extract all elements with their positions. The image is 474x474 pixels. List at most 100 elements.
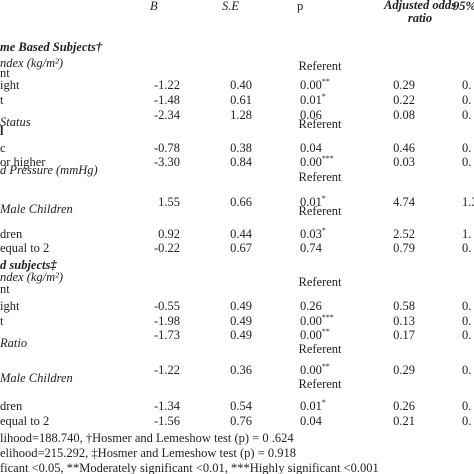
row-label: nt	[0, 66, 10, 80]
coef-b: -2.34	[153, 108, 180, 122]
odds-ratio: 0.21	[393, 414, 415, 428]
coef-b: -0.55	[153, 299, 180, 313]
referent: Referent	[298, 377, 342, 391]
row-label: l	[0, 124, 4, 138]
row-label: nt	[0, 282, 10, 296]
referent: Referent	[298, 342, 342, 356]
row-label: ndex (kg/m²)	[0, 270, 64, 284]
row-label: Male Children	[0, 371, 73, 385]
referent: Referent	[298, 59, 342, 73]
p-value: 0.04	[300, 414, 322, 428]
significance: *	[321, 398, 326, 407]
p-value: 0.06	[300, 108, 322, 122]
std-error: 0.54	[230, 399, 252, 413]
odds-ratio: 0.17	[393, 328, 415, 342]
std-error: 0.38	[230, 141, 252, 155]
p-value: 0.04	[300, 141, 322, 155]
row-label: d subjects‡	[0, 258, 57, 272]
row-label: Ratio	[0, 336, 28, 350]
significance: **	[321, 327, 330, 336]
std-error: 0.40	[230, 78, 252, 92]
row-label: equal to 2	[0, 241, 50, 255]
significance: *	[321, 92, 326, 101]
p-value: 0.03*	[300, 226, 326, 241]
row-label: t	[0, 93, 4, 107]
row-label: c	[0, 141, 6, 155]
row-label: ight	[0, 78, 20, 92]
footnote: lihood=188.740, †Hosmer and Lemeshow tes…	[0, 431, 294, 445]
header-b: B	[150, 0, 158, 13]
ci: 0.	[462, 155, 472, 169]
p-value: 0.74	[300, 241, 322, 255]
row-label: Status	[0, 115, 31, 129]
odds-ratio: 0.29	[393, 363, 415, 377]
std-error: 0.49	[230, 314, 252, 328]
ci: 1.3	[462, 195, 474, 209]
p-value: 0.00***	[300, 313, 334, 328]
p-value: 0.00**	[300, 362, 330, 377]
std-error: 0.44	[230, 227, 252, 241]
std-error: 0.36	[230, 363, 252, 377]
p-value: 0.01*	[300, 194, 326, 209]
footnote: ficant <0.05, **Moderately significant <…	[0, 461, 379, 474]
odds-ratio: 0.03	[393, 155, 415, 169]
row-label: or higher	[0, 155, 46, 169]
footnote: elihood=215.292, ‡Hosmer and Lemeshow te…	[0, 446, 296, 460]
coef-b: 0.92	[158, 227, 180, 241]
p-value: 0.01*	[300, 92, 326, 107]
row-label: t	[0, 314, 4, 328]
significance: ***	[321, 154, 334, 163]
row-label: ndex (kg/m²)	[0, 56, 64, 70]
header-ci: 95%	[453, 0, 474, 13]
odds-ratio: 0.58	[393, 299, 415, 313]
coef-b: -1.22	[153, 363, 180, 377]
p-value: 0.00***	[300, 154, 334, 169]
p-value: 0.26	[300, 299, 322, 313]
std-error: 0.61	[230, 93, 252, 107]
coef-b: 1.55	[158, 195, 180, 209]
row-label: dren	[0, 227, 23, 241]
std-error: 0.76	[230, 414, 252, 428]
coef-b: -1.98	[153, 314, 180, 328]
header-p: p	[297, 0, 304, 13]
odds-ratio: 0.22	[393, 93, 415, 107]
significance: **	[321, 77, 330, 86]
ci: 0.	[462, 363, 472, 377]
row-label: ight	[0, 299, 20, 313]
ci: 0.	[462, 314, 472, 328]
coef-b: -1.48	[153, 93, 180, 107]
std-error: 0.66	[230, 195, 252, 209]
coef-b: -1.22	[153, 78, 180, 92]
std-error: 0.49	[230, 328, 252, 342]
significance: *	[321, 226, 326, 235]
header-or: Adjusted odds ratio	[384, 0, 456, 25]
coef-b: -1.34	[153, 399, 180, 413]
coef-b: -3.30	[153, 155, 180, 169]
odds-ratio: 2.52	[393, 227, 415, 241]
row-label: equal to 2	[0, 414, 50, 428]
ci: 0.	[462, 328, 472, 342]
row-label: me Based Subjects†	[0, 40, 103, 54]
ci: 0.	[462, 241, 472, 255]
row-label: Male Children	[0, 202, 73, 216]
significance: ***	[321, 313, 334, 322]
row-label: dren	[0, 399, 23, 413]
coef-b: -1.73	[153, 328, 180, 342]
ci: 0.	[462, 399, 472, 413]
p-value: 0.00**	[300, 327, 330, 342]
odds-ratio: 0.13	[393, 314, 415, 328]
p-value: 0.00**	[300, 77, 330, 92]
odds-ratio: 0.29	[393, 78, 415, 92]
std-error: 1.28	[230, 108, 252, 122]
significance: **	[321, 362, 330, 371]
ci: 0.	[462, 78, 472, 92]
referent: Referent	[298, 275, 342, 289]
std-error: 0.84	[230, 155, 252, 169]
ci: 0.	[462, 108, 472, 122]
coef-b: -0.22	[153, 241, 180, 255]
ci: 0.	[462, 414, 472, 428]
odds-ratio: 0.08	[393, 108, 415, 122]
significance: *	[321, 194, 326, 203]
coef-b: -0.78	[153, 141, 180, 155]
